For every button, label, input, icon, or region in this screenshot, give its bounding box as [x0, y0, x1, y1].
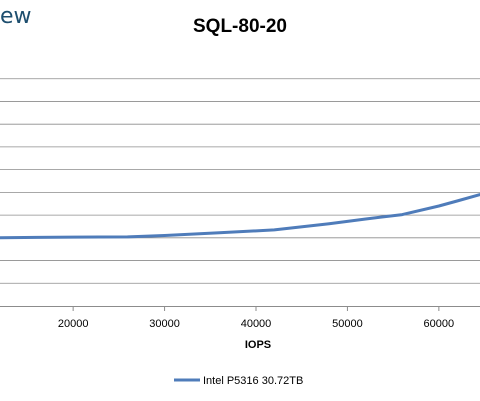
- x-tick-label: 50000: [332, 318, 363, 330]
- chart-title: SQL-80-20: [193, 16, 287, 37]
- x-tick-labels: 20000 30000 40000 50000 60000: [58, 318, 454, 330]
- x-tick-label: 60000: [424, 318, 455, 330]
- x-tick-label: 30000: [149, 318, 180, 330]
- gridlines: [0, 78, 480, 284]
- x-axis: [0, 306, 480, 311]
- series-line: [0, 193, 480, 240]
- legend-label: Intel P5316 30.72TB: [203, 375, 303, 387]
- x-tick-label: 20000: [58, 318, 89, 330]
- series-lines: [0, 193, 480, 240]
- legend: Intel P5316 30.72TB: [174, 375, 303, 387]
- x-tick-label: 40000: [241, 318, 272, 330]
- brand-logo-fragment: ew: [0, 4, 32, 29]
- x-axis-label: IOPS: [245, 339, 271, 351]
